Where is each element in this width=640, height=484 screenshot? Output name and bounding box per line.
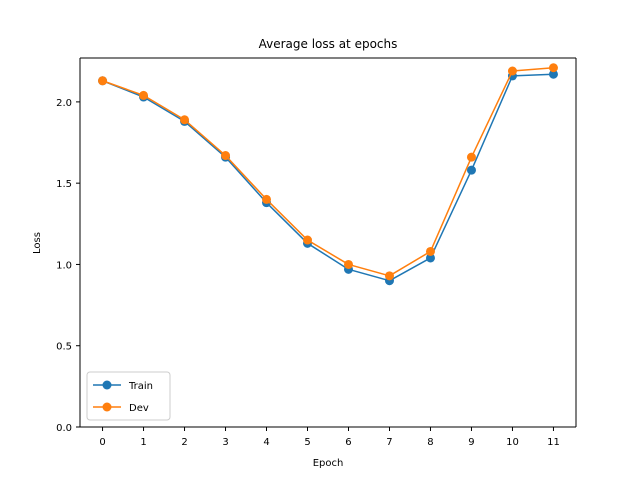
y-tick-label: 2.0 — [56, 98, 72, 109]
x-tick-label: 0 — [99, 437, 105, 448]
y-tick-label: 1.0 — [56, 260, 72, 271]
train-series-line — [102, 73, 554, 282]
dev-data-point — [303, 235, 313, 245]
dev-data-point — [466, 152, 476, 162]
dev-data-point — [139, 90, 149, 100]
train-data-point — [548, 69, 558, 79]
y-tick-label: 0.0 — [56, 423, 72, 434]
legend-dev-label: Dev — [129, 403, 149, 414]
train-data-point — [466, 165, 476, 175]
x-tick-label: 2 — [181, 437, 187, 448]
legend-dev-marker — [102, 402, 112, 412]
x-tick-label: 4 — [263, 437, 269, 448]
dev-data-point — [384, 271, 394, 281]
train-data-point — [425, 253, 435, 263]
series-layer — [98, 63, 558, 286]
dev-data-point — [221, 151, 231, 161]
y-axis: 0.0 0.5 1.0 1.5 2.0 — [56, 98, 80, 434]
legend: Train Dev — [86, 371, 171, 421]
x-axis-label: Epoch — [313, 458, 344, 469]
chart-title: Average loss at epochs — [259, 37, 398, 51]
dev-data-point — [507, 66, 517, 76]
y-tick-label: 0.5 — [56, 342, 72, 353]
x-tick-label: 5 — [304, 437, 310, 448]
x-tick-label: 6 — [345, 437, 351, 448]
dev-data-point — [548, 63, 558, 73]
x-tick-label: 3 — [222, 437, 228, 448]
dev-series-line — [102, 67, 554, 277]
x-tick-label: 10 — [506, 437, 519, 448]
legend-train-label: Train — [128, 381, 153, 392]
y-tick-label: 1.5 — [56, 179, 72, 190]
legend-train-marker — [102, 380, 112, 390]
plot-frame — [79, 57, 577, 428]
dev-data-point — [180, 115, 190, 125]
x-tick-label: 9 — [468, 437, 474, 448]
x-axis: 0 1 2 3 4 5 6 7 8 9 10 11 — [99, 427, 560, 448]
dev-data-point — [98, 76, 108, 86]
dev-data-point — [343, 259, 353, 269]
x-tick-label: 8 — [427, 437, 433, 448]
x-tick-label: 11 — [547, 437, 560, 448]
dev-data-point — [262, 194, 272, 204]
x-tick-label: 7 — [386, 437, 392, 448]
x-tick-label: 1 — [140, 437, 146, 448]
y-axis-label: Loss — [32, 232, 43, 254]
dev-data-point — [425, 246, 435, 256]
